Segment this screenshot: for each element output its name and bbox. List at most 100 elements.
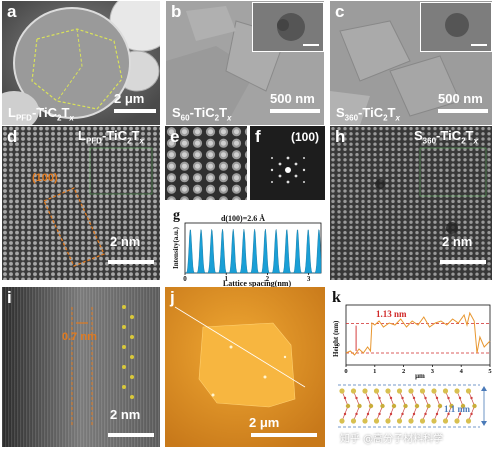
panel-c-sample-label: S360-TiC2Tx	[336, 105, 400, 123]
panel-f-image	[250, 126, 325, 200]
c-atom	[412, 396, 416, 400]
panel-i: i 0.7 nm 2 nm	[2, 287, 160, 447]
ti-atom	[442, 418, 449, 424]
panel-a-scale-bar	[114, 109, 156, 113]
panel-a-label: a	[7, 2, 17, 21]
height-profile-chart: k Height (nm) μm 1.13 nm 0 1 2 3 4 5 1.1 nm	[332, 289, 492, 428]
watermark: 知乎 @高分子材料科学	[340, 434, 444, 445]
ti-atom	[362, 388, 368, 394]
panel-g-ylabel: Intensity(a.u.)	[172, 226, 180, 269]
k-xtick-label-2: 2	[402, 368, 405, 375]
c-atom	[424, 396, 427, 400]
c-atom	[366, 412, 370, 416]
ti-atom	[362, 418, 368, 424]
panel-h-scale-bar	[440, 260, 486, 264]
c-atom	[458, 412, 462, 416]
c-atom	[435, 412, 439, 416]
panel-e-label: e	[170, 127, 180, 146]
c-atom	[355, 412, 358, 416]
c-atom	[424, 412, 427, 416]
g-intensity-series	[185, 228, 322, 274]
c-atom	[470, 396, 473, 400]
c-atom	[343, 412, 347, 416]
panel-k-measure: 1.13 nm	[376, 309, 407, 319]
ti-atom	[472, 403, 477, 409]
panel-b: b S60-TiC2Tx 500 nm	[166, 1, 324, 125]
panel-d-scale-bar	[108, 260, 154, 264]
panel-h-scale-text: 2 nm	[442, 234, 473, 249]
panel-k-label: k	[332, 289, 341, 306]
panel-i-scale-text: 2 nm	[110, 407, 141, 422]
ti-atom	[350, 388, 357, 394]
panel-j-label: j	[170, 288, 175, 307]
ti-atom	[454, 388, 460, 394]
lattice-intensity-chart: g d(100)=2.6 Å Intensity(a.u.) Lattice s…	[172, 208, 322, 288]
c-atom	[435, 396, 439, 400]
panel-c-label: c	[335, 2, 345, 21]
panel-d-plane-label: (100)	[32, 172, 58, 184]
panel-f-plane-label: (100)	[290, 130, 319, 144]
panel-j-scale-text: 2 μm	[249, 415, 280, 430]
panel-a-image	[2, 1, 160, 125]
ti-atom	[408, 388, 414, 394]
crystal-structure	[338, 384, 487, 428]
k-xtick-label-4: 4	[460, 368, 464, 375]
panel-c: c S360-TiC2Tx 500 nm	[330, 1, 492, 125]
panel-c-scale-bar	[438, 109, 488, 113]
k-height-series	[345, 311, 491, 356]
ti-atom	[339, 418, 345, 424]
ti-atom	[396, 418, 403, 424]
ti-atom	[373, 418, 380, 424]
panel-a-sample-label: LPFD-TiC2Tx	[8, 105, 74, 123]
panel-g: g d(100)=2.6 Å Intensity(a.u.) Lattice s…	[165, 203, 325, 288]
panel-i-measure: 0.7 nm	[62, 331, 97, 343]
panel-d: d LPFD-TiC2Tx (100) 2 nm	[2, 126, 160, 280]
ti-atom	[350, 418, 357, 424]
ti-atom	[414, 403, 420, 409]
c-atom	[378, 396, 381, 400]
panel-d-scale-text: 2 nm	[110, 234, 141, 249]
panel-g-annotation: d(100)=2.6 Å	[221, 214, 265, 223]
ti-atom	[368, 403, 374, 409]
panel-g-xlabel: Lattice spacing(nm)	[223, 279, 292, 288]
ti-atom	[391, 403, 397, 409]
panel-k-layer-label: 1.1 nm	[444, 404, 471, 414]
c-atom	[389, 396, 393, 400]
panel-c-image	[330, 1, 492, 125]
panel-j: j 2 μm	[165, 287, 325, 447]
ti-atom	[465, 418, 472, 424]
panel-b-scale-bar	[270, 109, 320, 113]
g-xtick-label-1: 1	[224, 275, 228, 283]
k-xtick-label-1: 1	[373, 368, 376, 375]
ti-atom	[465, 388, 472, 394]
panel-c-scale-text: 500 nm	[438, 91, 483, 106]
k-xtick-label-3: 3	[431, 368, 435, 375]
ti-atom	[396, 388, 403, 394]
panel-i-scale-bar	[108, 433, 154, 437]
c-atom	[458, 396, 462, 400]
k-xtick-label-0: 0	[344, 368, 347, 375]
c-atom	[401, 396, 404, 400]
panel-f-label: f	[255, 127, 261, 146]
panel-h-image	[330, 126, 492, 280]
panel-g-label: g	[173, 208, 180, 223]
ti-atom	[419, 418, 426, 424]
ti-atom	[449, 403, 454, 409]
c-atom	[366, 396, 370, 400]
k-xtick-label-5: 5	[488, 368, 492, 375]
ti-atom	[385, 388, 391, 394]
ti-atom	[373, 388, 380, 394]
panel-j-image	[165, 287, 325, 447]
panel-k-xlabel: μm	[415, 372, 425, 380]
panel-k-ylabel: Height (nm)	[332, 320, 340, 357]
ti-atom	[437, 403, 443, 409]
c-atom	[343, 396, 347, 400]
panel-d-label: d	[7, 127, 18, 146]
g-xtick-label-3: 3	[307, 275, 311, 283]
g-xtick-label-0: 0	[183, 275, 187, 283]
ti-atom	[380, 403, 385, 409]
c-atom	[412, 412, 416, 416]
panel-i-label: i	[7, 288, 12, 307]
c-atom	[447, 412, 450, 416]
panel-f: f (100)	[250, 126, 325, 200]
